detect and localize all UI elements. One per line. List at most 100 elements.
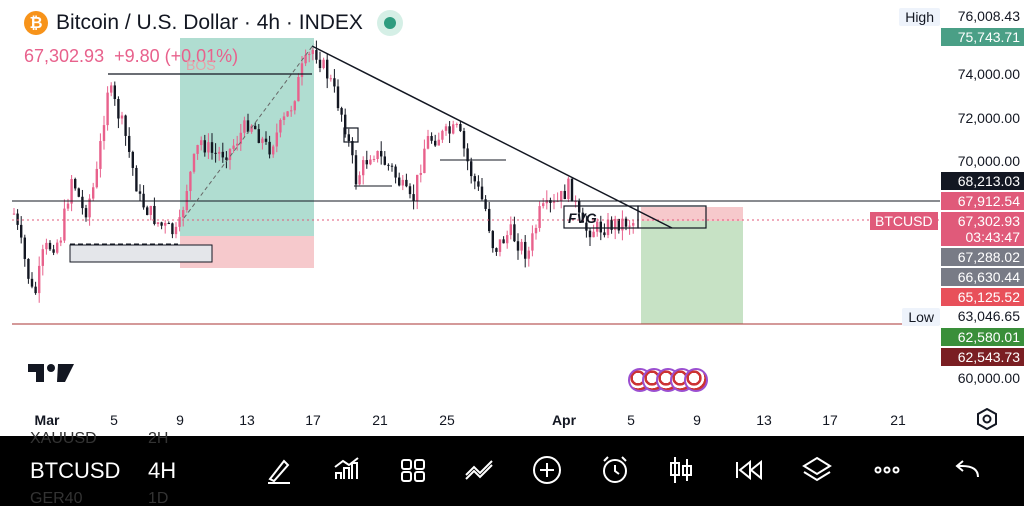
price-tag-0: 68,213.03 [941, 172, 1024, 190]
candle [192, 153, 196, 174]
candle [466, 143, 469, 171]
candle [246, 113, 250, 134]
candle [563, 184, 566, 200]
undo-icon[interactable] [950, 453, 984, 487]
symbol-price-tag: BTCUSD [870, 212, 938, 230]
candle [340, 106, 343, 122]
candle [164, 220, 167, 234]
candle [34, 281, 37, 295]
layers-icon[interactable] [800, 453, 834, 487]
candle [171, 222, 174, 239]
price-tag-2: 67,302.93 [941, 212, 1024, 230]
demand-zone-box[interactable] [69, 244, 213, 263]
candle [506, 230, 509, 249]
replay-icon[interactable] [732, 453, 766, 487]
alert-icon[interactable] [598, 453, 632, 487]
candle [156, 221, 160, 227]
settings-icon[interactable] [976, 407, 998, 431]
candle [362, 156, 365, 185]
candle [225, 151, 228, 169]
candle [491, 230, 494, 253]
candle [149, 205, 152, 221]
candle [146, 205, 149, 216]
candle [398, 172, 401, 187]
x-tick: 5 [110, 412, 118, 428]
y-tick-3: 70,000.00 [957, 153, 1020, 169]
add-icon[interactable] [530, 453, 564, 487]
compare-icon[interactable] [462, 453, 496, 487]
candle [524, 235, 527, 268]
candle [416, 174, 419, 210]
candle [218, 146, 221, 161]
economic-events[interactable] [628, 368, 708, 392]
us-flag-icon[interactable] [684, 368, 708, 392]
candle [250, 124, 253, 134]
candle [41, 244, 44, 276]
candle [286, 111, 289, 118]
x-tick: 13 [239, 412, 255, 428]
draw-icon[interactable] [262, 453, 296, 487]
price-chart[interactable] [0, 0, 940, 436]
price-change: +9.80 (+0.01%) [114, 46, 239, 66]
candle [513, 216, 516, 243]
bitcoin-icon: ₿ [24, 11, 48, 35]
candle [401, 175, 404, 191]
candle [329, 74, 332, 82]
interval-selector[interactable]: 4H [148, 458, 177, 483]
candle [516, 233, 520, 260]
symbol-selector[interactable]: BTCUSD [30, 458, 121, 483]
candle [336, 79, 340, 111]
symbol-title[interactable]: Bitcoin / U.S. Dollar · 4h · INDEX [56, 11, 363, 34]
candle [228, 148, 232, 170]
candle [344, 108, 347, 138]
order-block-small[interactable] [343, 127, 359, 143]
x-tick: Mar [34, 412, 60, 428]
candle [552, 193, 556, 210]
indicators-icon[interactable] [330, 453, 364, 487]
x-tick: 13 [756, 412, 772, 428]
candle [488, 202, 491, 234]
candle [203, 134, 206, 157]
candle [138, 184, 142, 201]
candle [441, 129, 444, 143]
candle [81, 189, 84, 215]
candle [376, 150, 379, 163]
market-status-icon[interactable] [376, 10, 403, 36]
candle [102, 115, 106, 150]
candle [282, 112, 286, 126]
more-icon[interactable] [870, 453, 904, 487]
candle [372, 155, 376, 163]
candle [110, 82, 113, 97]
candle [207, 133, 210, 160]
candle [480, 177, 484, 201]
short-position-loss-zone[interactable] [641, 207, 743, 221]
candle [232, 139, 235, 153]
price-tag-4: 67,288.02 [941, 248, 1024, 266]
candle [606, 213, 610, 239]
candle [239, 123, 242, 151]
trend-line[interactable] [311, 45, 673, 229]
candle [128, 127, 131, 158]
candle [444, 123, 448, 136]
candle [308, 51, 311, 63]
candle [77, 187, 80, 198]
candle [484, 195, 487, 212]
short-position-profit-zone[interactable] [641, 221, 743, 324]
long-position-profit-zone[interactable] [180, 38, 314, 236]
last-price: 67,302.93 [24, 46, 105, 66]
candle [351, 137, 354, 164]
chart-type-icon[interactable] [664, 453, 698, 487]
y-tick-2: 72,000.00 [957, 110, 1020, 126]
supply-zone-box[interactable] [637, 205, 707, 229]
candle [311, 47, 314, 61]
price-change-line: 67,302.93 +9.80 (+0.01%) [24, 46, 238, 67]
candle [347, 128, 350, 147]
fvg-label: FVG [568, 210, 597, 226]
candle [549, 197, 552, 213]
x-tick: 17 [305, 412, 321, 428]
candle [27, 258, 30, 284]
candle [502, 236, 505, 244]
candle [279, 118, 282, 138]
layouts-icon[interactable] [396, 453, 430, 487]
candle [369, 155, 372, 166]
